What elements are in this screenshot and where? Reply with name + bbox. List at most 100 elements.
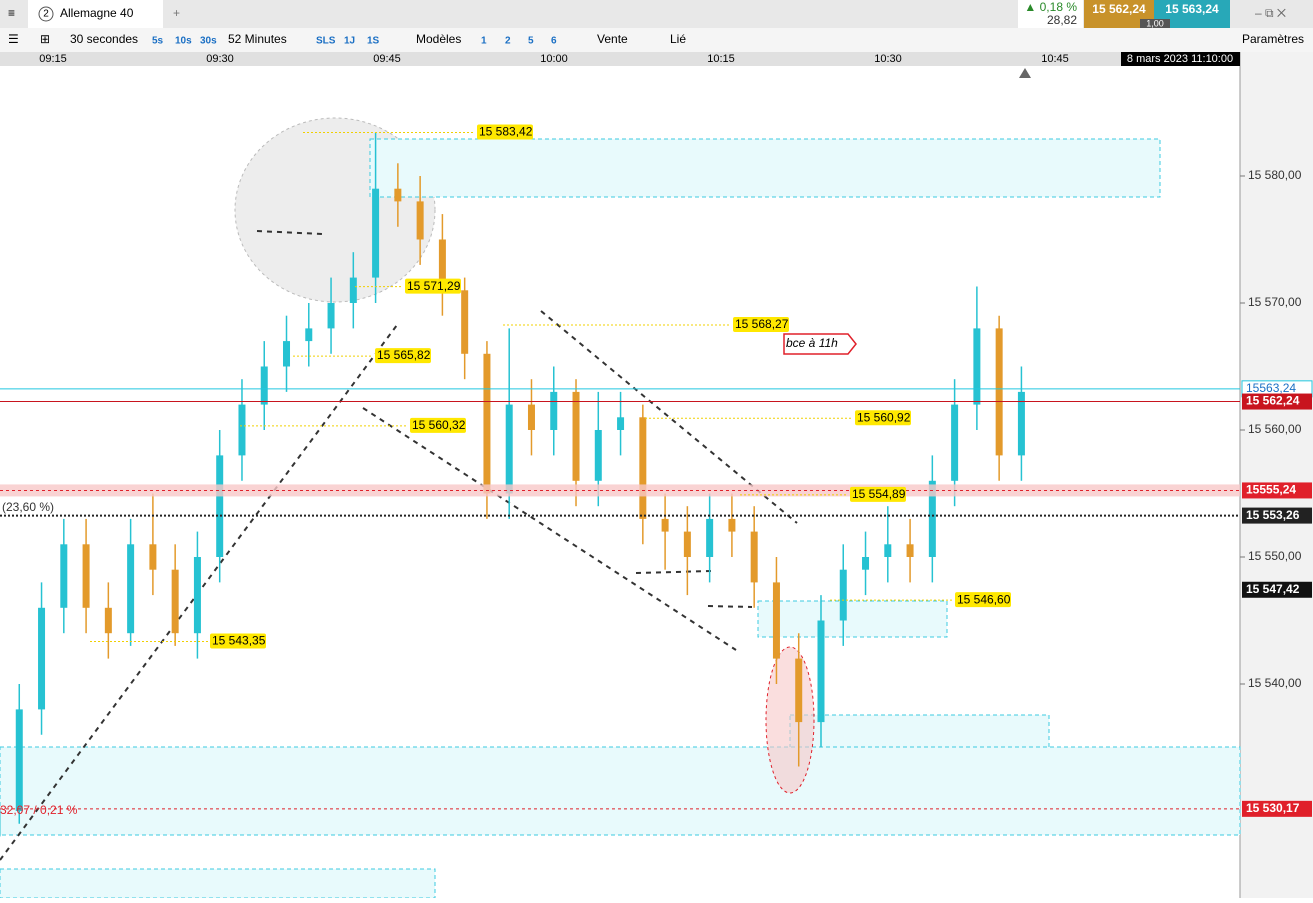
toolbar-button[interactable]: 5s: [152, 36, 164, 47]
toolbar-button[interactable]: 30s: [200, 36, 217, 47]
zone: [757, 600, 948, 638]
candle-body: [149, 544, 157, 570]
change-points: 28,82: [1047, 13, 1077, 27]
add-tab[interactable]: +: [173, 6, 180, 20]
price-badge: [1242, 482, 1312, 499]
toolbar-button[interactable]: 10s: [175, 36, 192, 47]
zone: [369, 138, 1161, 198]
tab[interactable]: [28, 0, 163, 28]
level-badge: [477, 124, 533, 140]
fib-label: (23,60 %): [2, 500, 54, 514]
ask: 15 563,24: [1165, 2, 1219, 16]
level-badge: [733, 316, 789, 332]
grid-icon[interactable]: ⊞: [40, 32, 50, 46]
time-axis: [0, 52, 1240, 66]
change-box: [1018, 0, 1083, 28]
level-label: 15 583,42: [479, 125, 533, 139]
candle-body: [817, 620, 825, 723]
candle-body: [327, 302, 335, 329]
toolbar-button[interactable]: 2: [505, 36, 511, 47]
candle-body: [839, 569, 847, 621]
candle-body: [906, 544, 914, 557]
annotation-flag: [783, 333, 857, 355]
price-badge: [1242, 581, 1312, 598]
toolbar-button[interactable]: 1J: [344, 36, 355, 47]
period[interactable]: 30 secondes: [70, 32, 138, 46]
level-label: 15 568,27: [735, 317, 789, 331]
level-label: 15 560,92: [857, 410, 911, 424]
candle-body: [572, 391, 580, 481]
level-label: 15 554,89: [852, 487, 906, 501]
menu-icon[interactable]: ≡: [8, 6, 15, 20]
candle-body: [372, 188, 380, 278]
candle-body: [82, 544, 90, 608]
candle-body: [15, 709, 23, 812]
level-badge: [375, 348, 431, 364]
scroll-marker[interactable]: [1019, 68, 1031, 78]
time-label: 10:45: [1041, 53, 1069, 65]
level-label: 15 546,60: [957, 592, 1011, 606]
tab-badge: [38, 6, 54, 22]
toolbar: [0, 28, 1313, 52]
side[interactable]: Vente: [597, 32, 628, 46]
time-label: 09:45: [373, 53, 401, 65]
annotation: bce à 11h: [786, 336, 838, 350]
y-tick-label: 15 580,00: [1248, 168, 1302, 182]
candle-body: [483, 353, 491, 494]
candle-body: [193, 556, 201, 634]
candle-body: [171, 569, 179, 634]
candle-body: [238, 404, 246, 456]
highlight-ellipse: [765, 646, 815, 794]
level-badge: [850, 486, 906, 502]
level-badge: [405, 278, 461, 294]
candle-body: [527, 404, 535, 430]
toolbar-button[interactable]: 1S: [367, 36, 380, 47]
level-badge: [955, 592, 1011, 608]
bottom-label: 32,07 / 0,21 %: [0, 803, 78, 817]
zone: [0, 746, 1241, 836]
toolbar-button[interactable]: 1: [481, 36, 487, 47]
window-controls[interactable]: – ⧉ ✕: [1255, 6, 1286, 20]
candle-body: [216, 455, 224, 557]
list-icon[interactable]: ☰: [8, 32, 19, 46]
range[interactable]: 52 Minutes: [228, 32, 287, 46]
instrument: Allemagne 40: [60, 6, 134, 20]
candle-body: [0, 811, 1, 837]
candle-body: [394, 188, 402, 202]
level-label: 15 565,82: [377, 348, 431, 362]
price-badge-label: 15 553,26: [1246, 508, 1300, 522]
candle-body: [728, 518, 736, 532]
candle-body: [127, 544, 135, 634]
candle-body: [550, 391, 558, 430]
price-badge: [1242, 507, 1312, 524]
spread-box: [1140, 19, 1170, 29]
candle-body: [884, 544, 892, 557]
candle-body: [995, 328, 1003, 456]
link[interactable]: Lié: [670, 32, 686, 46]
price-badge: [1242, 800, 1312, 817]
price-badge-label: 15 547,42: [1246, 582, 1300, 596]
toolbar-button[interactable]: 5: [528, 36, 534, 47]
toolbar-button[interactable]: SLS: [316, 36, 336, 47]
candle-body: [639, 417, 647, 519]
candle-body: [305, 328, 313, 342]
tab-number: 2: [43, 9, 49, 20]
change: ▲ 0,18 %: [1024, 0, 1077, 14]
date-label: 8 mars 2023 11:10:00: [1127, 53, 1233, 65]
time-label: 10:00: [540, 53, 568, 65]
toolbar-button[interactable]: 6: [551, 36, 557, 47]
y-tick-label: 15 570,00: [1248, 295, 1302, 309]
candle-body: [750, 531, 758, 583]
settings[interactable]: Paramètres: [1242, 32, 1304, 46]
level-badge: [210, 633, 266, 649]
candle-body: [1017, 391, 1025, 456]
models[interactable]: Modèles: [416, 32, 461, 46]
level-label: 15 571,29: [407, 279, 461, 293]
candle-body: [661, 518, 669, 532]
candle-body: [706, 518, 714, 557]
y-tick-label: 15 560,00: [1248, 422, 1302, 436]
candle-body: [38, 607, 46, 710]
time-label: 10:15: [707, 53, 735, 65]
candle-body: [973, 328, 981, 405]
